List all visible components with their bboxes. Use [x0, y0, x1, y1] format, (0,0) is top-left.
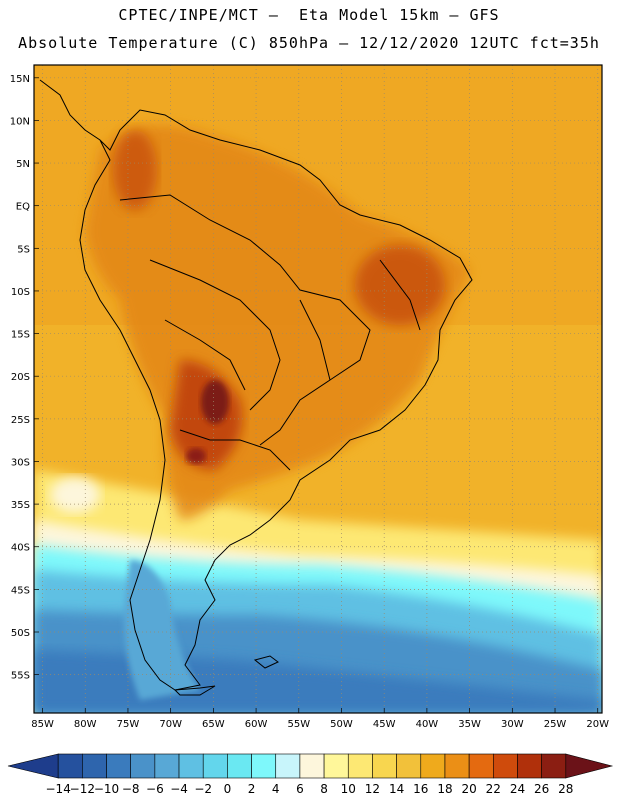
coastline — [39, 79, 473, 696]
temperature-field — [34, 65, 602, 713]
colorbar-label: 6 — [296, 782, 304, 796]
lat-tick-label: 55S — [11, 671, 30, 682]
colorbar-label: −2 — [194, 782, 212, 796]
colorbar-swatch — [565, 753, 614, 779]
colorbar-swatch — [7, 753, 59, 779]
lat-tick-label: 15S — [11, 330, 30, 341]
colorbar-swatch — [130, 753, 156, 779]
map-subtitle: Absolute Temperature (C) 850hPa – 12/12/… — [18, 34, 600, 52]
lon-tick-label: 25W — [544, 719, 567, 730]
lat-tick-label: 5S — [17, 244, 30, 255]
colorbar-swatch — [517, 753, 542, 779]
colorbar-swatch — [299, 753, 325, 779]
colorbar-label: 28 — [558, 782, 573, 796]
colorbar-label: 12 — [365, 782, 380, 796]
colorbar-label: 0 — [224, 782, 232, 796]
latitude-labels: 15N 10N 5N EQ 5S 10S 15S 20S 25S 30S 35S 40S 45S 50S 5… — [10, 74, 30, 682]
lat-tick-label: 45S — [11, 585, 30, 596]
colorbar-swatch — [347, 753, 373, 779]
colorbar-swatch — [541, 753, 567, 779]
colorbar-swatch — [227, 753, 252, 779]
lat-tick-label: EQ — [16, 202, 30, 213]
colorbar-label: 26 — [534, 782, 549, 796]
lon-tick-label: 30W — [501, 719, 524, 730]
colorbar-swatch — [468, 753, 494, 779]
colorbar-label: 14 — [389, 782, 404, 796]
colorbar-swatch — [57, 753, 83, 779]
lon-tick-label: 85W — [31, 719, 54, 730]
colorbar-label: 22 — [486, 782, 501, 796]
colorbar-label: 2 — [248, 782, 256, 796]
lat-tick-label: 35S — [11, 500, 30, 511]
colorbar-label: −4 — [170, 782, 188, 796]
colorbar-label: −8 — [122, 782, 140, 796]
lat-tick-label: 30S — [11, 457, 30, 468]
colorbar — [7, 753, 614, 779]
colorbar-label: 8 — [320, 782, 328, 796]
lat-tick-label: 10N — [10, 116, 30, 127]
colorbar-swatch — [493, 753, 518, 779]
colorbar-swatch — [372, 753, 397, 779]
lon-tick-label: 50W — [330, 719, 353, 730]
colorbar-swatch — [444, 753, 470, 779]
colorbar-swatch — [323, 753, 349, 779]
colorbar-label: −6 — [146, 782, 164, 796]
colorbar-swatch — [420, 753, 446, 779]
colorbar-label: 16 — [413, 782, 428, 796]
colorbar-labels: −14−12−10 −8 −6 −4 −2 0 2 4 6 8 10 12 14 16 18 20 22 24 26… — [46, 782, 574, 796]
colorbar-swatch — [202, 753, 228, 779]
longitude-labels: 85W 80W 75W 70W 65W 60W 55W 50W 45W 40W 35W 30W 25W 2… — [31, 719, 609, 730]
colorbar-label: −10 — [94, 782, 119, 796]
map-frame — [33, 64, 603, 714]
colorbar-swatch — [154, 753, 180, 779]
colorbar-swatch — [275, 753, 301, 779]
lon-tick-label: 70W — [159, 719, 182, 730]
lat-tick-label: 10S — [11, 287, 30, 298]
colorbar-swatch — [251, 753, 277, 779]
lon-tick-label: 20W — [586, 719, 609, 730]
lon-tick-label: 60W — [245, 719, 268, 730]
lon-tick-label: 35W — [458, 719, 481, 730]
colorbar-label: −14 — [46, 782, 71, 796]
colorbar-label: 10 — [341, 782, 356, 796]
lat-tick-label: 5N — [16, 159, 30, 170]
lon-tick-label: 65W — [202, 719, 225, 730]
colorbar-label: 18 — [437, 782, 452, 796]
lon-tick-label: 55W — [287, 719, 310, 730]
lat-tick-label: 20S — [11, 372, 30, 383]
lat-lon-grid — [34, 65, 602, 713]
lon-tick-label: 40W — [416, 719, 439, 730]
colorbar-label: 20 — [461, 782, 476, 796]
lat-tick-label: 15N — [10, 74, 30, 85]
lat-tick-label: 50S — [11, 628, 30, 639]
lat-tick-label: 25S — [11, 415, 30, 426]
lon-tick-label: 45W — [373, 719, 396, 730]
map-title: CPTEC/INPE/MCT – Eta Model 15km – GFS — [118, 6, 500, 24]
lat-tick-label: 40S — [11, 543, 30, 554]
colorbar-swatch — [82, 753, 107, 779]
colorbar-label: −12 — [70, 782, 95, 796]
lon-tick-label: 75W — [117, 719, 140, 730]
colorbar-swatch — [178, 753, 204, 779]
colorbar-label: 24 — [510, 782, 525, 796]
colorbar-swatch — [396, 753, 422, 779]
lon-tick-label: 80W — [74, 719, 97, 730]
colorbar-label: 4 — [272, 782, 280, 796]
colorbar-swatch — [106, 753, 131, 779]
